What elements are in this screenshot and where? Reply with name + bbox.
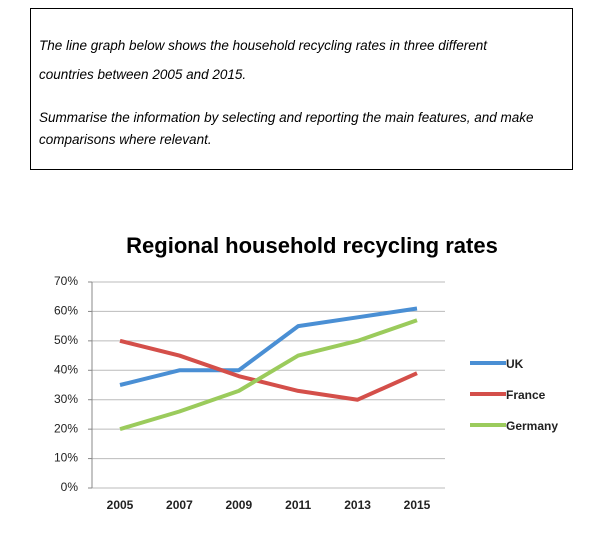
y-tick-label: 0% (61, 480, 79, 494)
y-tick-label: 50% (54, 333, 78, 347)
task-box: The line graph below shows the household… (30, 8, 573, 170)
x-tick-label: 2015 (404, 498, 431, 512)
series-line (119, 338, 418, 402)
x-tick-label: 2007 (166, 498, 193, 512)
y-tick-label: 30% (54, 392, 78, 406)
legend-label: UK (506, 357, 524, 371)
text-line: Summarise the information by selecting a… (39, 110, 534, 125)
paragraph: The line graph below shows the household… (39, 31, 564, 89)
series-line (119, 318, 418, 432)
paragraph: Summarise the information by selecting a… (39, 107, 564, 151)
y-tick-label: 10% (54, 451, 78, 465)
legend-label: France (506, 388, 546, 402)
x-tick-label: 2013 (344, 498, 371, 512)
x-tick-label: 2005 (107, 498, 134, 512)
x-tick-label: 2009 (225, 498, 252, 512)
text-line: countries between 2005 and 2015. (39, 67, 247, 82)
text-line: The line graph below shows the household… (39, 38, 488, 53)
legend-label: Germany (506, 419, 558, 433)
text-line: comparisons where relevant. (39, 132, 212, 147)
y-tick-label: 20% (54, 421, 78, 435)
x-tick-label: 2011 (285, 498, 311, 512)
y-tick-label: 70% (54, 274, 78, 288)
y-tick-label: 40% (54, 362, 78, 376)
series-line (119, 306, 418, 387)
chart-title: Regional household recycling rates (126, 233, 498, 258)
y-tick-label: 60% (54, 304, 78, 318)
